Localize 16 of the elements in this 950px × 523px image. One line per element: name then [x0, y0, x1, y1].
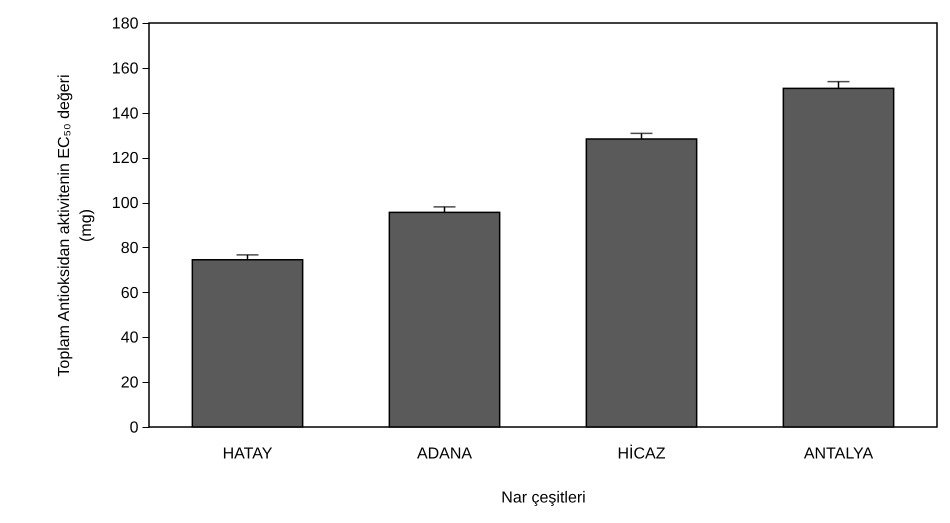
y-tick-label: 0	[130, 420, 139, 436]
y-axis-title: Toplam Antioksidan aktivitenin EC₅₀ değeri (mg)	[56, 74, 95, 377]
y-tick-label: 100	[112, 195, 139, 212]
y-tick-label: 140	[112, 105, 139, 122]
y-tick-label: 180	[112, 16, 139, 32]
x-tick-label: HATAY	[222, 446, 273, 462]
y-tick-label: 20	[120, 374, 139, 392]
y-tick-label: 120	[112, 150, 139, 168]
x-tick-label: ANTALYA	[804, 446, 874, 462]
x-tick-label: HİCAZ	[618, 444, 666, 462]
y-tick-label: 80	[120, 240, 139, 257]
x-axis-title: Nar çeşitleri	[501, 490, 586, 506]
y-tick-label: 40	[120, 330, 139, 347]
y-tick-label: 60	[120, 284, 139, 302]
x-tick-label: ADANA	[416, 446, 472, 462]
y-tick-label: 160	[112, 60, 139, 78]
